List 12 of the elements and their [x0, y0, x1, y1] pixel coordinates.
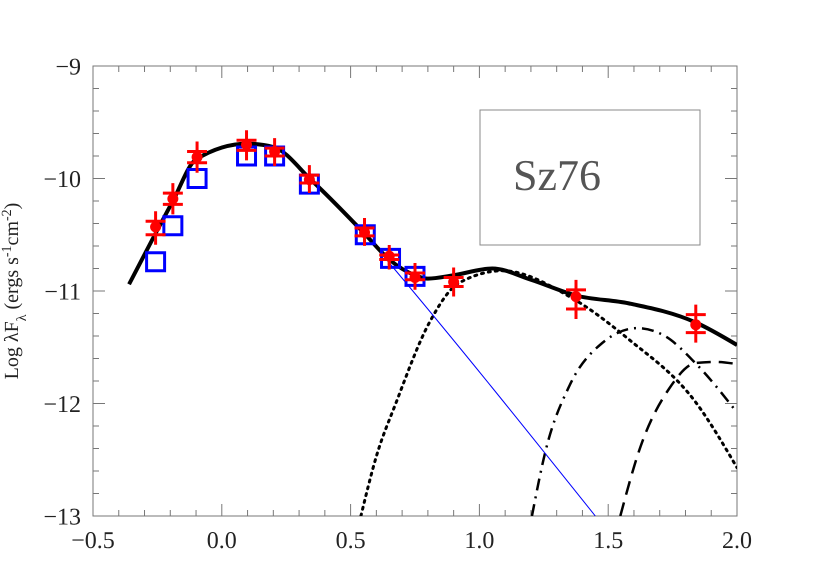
x-tick-label: −0.5 — [71, 528, 115, 554]
y-tick-label: −13 — [43, 504, 81, 530]
y-tick-label: −10 — [43, 166, 81, 193]
y-tick-label: −11 — [44, 279, 81, 306]
annotation: Sz76 — [513, 151, 601, 200]
y-tick-label: −12 — [43, 392, 81, 418]
y-tick-label: −9 — [55, 54, 81, 80]
x-tick-label: 0.5 — [336, 528, 366, 554]
x-tick-label: 1.5 — [593, 528, 624, 554]
x-tick-label: 0.0 — [206, 528, 237, 554]
x-tick-label: 1.0 — [464, 528, 494, 554]
x-tick-label: 2.0 — [722, 528, 752, 554]
